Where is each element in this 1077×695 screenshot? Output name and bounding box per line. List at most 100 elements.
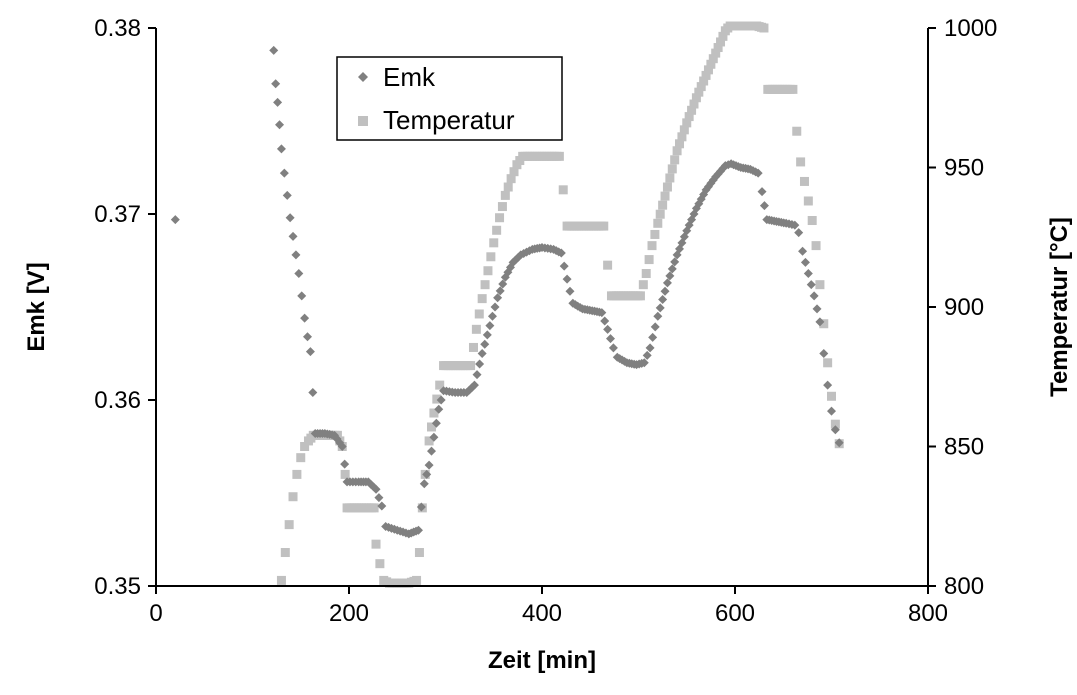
temperatur-point <box>670 155 680 165</box>
temperatur-point <box>412 575 422 585</box>
y2-tick-label: 800 <box>944 573 984 600</box>
temperatur-point <box>667 164 677 174</box>
emk-point <box>291 250 301 260</box>
temperatur-point <box>655 209 665 219</box>
legend: Emk Temperatur <box>336 56 563 141</box>
temperatur-point <box>466 361 476 371</box>
temperatur-point <box>827 391 836 401</box>
emk-point <box>606 334 616 344</box>
temperatur-point <box>792 126 802 136</box>
emk-point <box>416 502 426 512</box>
temperatur-point <box>718 31 728 41</box>
emk-point <box>670 257 680 267</box>
emk-point <box>424 460 434 470</box>
temperatur-point <box>647 241 657 251</box>
emk-point <box>303 332 313 342</box>
temperatur-point <box>679 125 689 135</box>
emk-point <box>823 380 833 390</box>
emk-point <box>273 97 283 107</box>
y2-tick-label: 1000 <box>944 15 997 42</box>
temperatur-point <box>662 182 672 192</box>
legend-emk-label: Emk <box>383 62 436 92</box>
temperatur-point <box>823 358 833 368</box>
temperatur-point <box>759 23 769 33</box>
emk-point <box>429 432 439 442</box>
temperatur-point <box>658 200 668 210</box>
temperatur-point <box>699 76 709 86</box>
legend-temperatur-label: Temperatur <box>383 105 515 135</box>
emk-point <box>279 168 289 178</box>
emk-point <box>475 359 485 369</box>
emk-point <box>485 321 495 331</box>
emk-point <box>419 479 429 489</box>
emk-point <box>285 213 295 223</box>
temperatur-point <box>665 173 675 183</box>
emk-point <box>498 279 508 289</box>
emk-point <box>653 311 663 321</box>
emk-point <box>436 395 446 405</box>
temperatur-point <box>819 319 829 329</box>
emk-point <box>305 347 315 357</box>
emk-point <box>639 358 649 368</box>
emk-point <box>377 501 387 511</box>
temperatur-point <box>492 225 502 235</box>
x-tick-label: 400 <box>522 600 562 627</box>
emk-point <box>559 261 569 271</box>
emk-point <box>662 278 672 288</box>
temperatur-point <box>495 213 505 223</box>
temperatur-point <box>638 280 648 290</box>
temperatur-point <box>558 185 568 195</box>
emk-point <box>565 286 575 296</box>
emk-series <box>170 45 844 539</box>
emk-point <box>819 349 829 358</box>
emk-point <box>648 332 658 342</box>
x-axis-title: Zeit [min] <box>488 647 596 674</box>
temperatur-point <box>435 380 445 390</box>
emk-point <box>487 311 497 321</box>
emk-point <box>308 388 318 398</box>
temperatur-point <box>497 202 507 212</box>
temperatur-point <box>691 93 701 103</box>
temperatur-point <box>635 291 645 301</box>
temperatur-point <box>468 342 478 352</box>
emk-point <box>495 286 505 296</box>
temperatur-point <box>603 260 613 270</box>
emk-point <box>827 406 836 416</box>
emk-point <box>803 269 813 279</box>
x-tick-label: 0 <box>149 600 162 627</box>
emk-point <box>482 330 492 340</box>
emk-point <box>422 469 432 479</box>
temperatur-point <box>280 548 290 558</box>
emk-point <box>603 324 613 334</box>
temperatur-point <box>292 469 302 479</box>
y-tick-label: 0.36 <box>94 387 141 414</box>
temperatur-point <box>284 520 294 530</box>
temperatur-point <box>711 48 721 58</box>
temperatur-point <box>803 196 813 206</box>
legend-emk-marker <box>358 72 368 82</box>
emk-point <box>608 343 618 353</box>
temperatur-point <box>660 191 670 201</box>
emk-point <box>642 350 652 360</box>
temperatur-point <box>687 105 697 115</box>
emk-point <box>667 264 677 274</box>
emk-point <box>790 220 800 230</box>
temperatur-point <box>807 216 817 226</box>
temperatur-point <box>296 453 306 463</box>
temperatur-point <box>483 266 493 276</box>
temperatur-point <box>815 280 825 290</box>
emk-point <box>294 269 304 279</box>
emk-point <box>505 262 515 272</box>
emk-point <box>830 425 840 435</box>
temperatur-point <box>684 112 694 122</box>
temperatur-point <box>432 394 442 404</box>
emk-point <box>556 248 566 258</box>
temperatur-point <box>340 469 350 479</box>
temperatur-point <box>288 492 298 502</box>
y-tick-label: 0.35 <box>94 573 141 600</box>
emk-point <box>655 303 665 313</box>
temperatur-point <box>701 70 711 80</box>
emk-point <box>337 442 347 451</box>
temperatur-point <box>650 229 660 239</box>
emk-point <box>798 246 808 256</box>
